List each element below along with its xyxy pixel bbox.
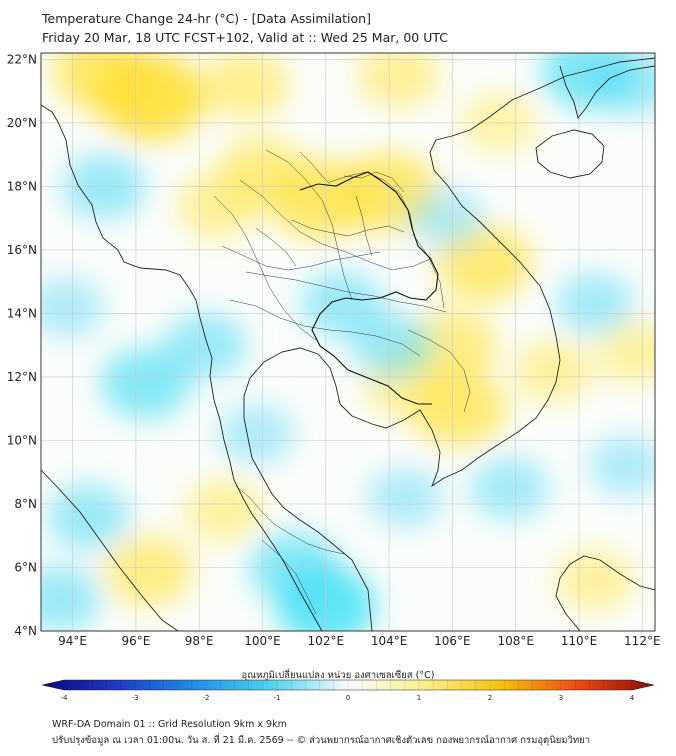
lat-tick-label: 4°N	[14, 624, 37, 638]
lat-tick-label: 20°N	[7, 116, 37, 130]
lat-tick-label: 16°N	[7, 243, 37, 257]
field-patch	[176, 172, 260, 239]
colorbar-label: อุณหภูมิเปลี่ยนแปลง หน่วย องศาเซลเซียส (…	[241, 670, 435, 681]
field-patch	[357, 53, 440, 109]
lat-tick-label: 18°N	[7, 179, 37, 193]
field-patch	[596, 319, 655, 384]
lat-tick-label: 14°N	[7, 306, 37, 320]
colorbar-tick-label: -4	[61, 694, 69, 700]
field-patch	[185, 478, 265, 542]
country-border	[299, 171, 439, 405]
field-patch	[41, 276, 105, 338]
colorbar-segments	[63, 680, 633, 690]
coastline-mainland	[41, 104, 323, 631]
lat-tick-label: 8°N	[14, 497, 37, 511]
lon-tick-label: 96°E	[121, 634, 150, 648]
colorbar: -4 -3 -2 -1 0 1 2 3 4	[41, 679, 655, 700]
chart-title: Temperature Change 24-hr (°C) - [Data As…	[42, 11, 371, 26]
latitude-labels: 22°N 20°N 18°N 16°N 14°N 12°N 10°N 8°N 6°N 4°N	[7, 52, 37, 638]
coastline-hainan	[535, 129, 605, 179]
field-patch	[103, 534, 194, 607]
coastlines	[41, 57, 655, 631]
lon-tick-label: 112°E	[624, 634, 661, 648]
field-patch	[41, 566, 102, 631]
colorbar-tick-label: 3	[559, 694, 563, 700]
field-patch	[47, 483, 130, 550]
field-patch	[218, 403, 294, 465]
colorbar-ramp	[41, 679, 655, 691]
map-frame	[40, 52, 656, 632]
colorbar-tick-label: 1	[417, 694, 421, 700]
colorbar-tick-label: -2	[203, 694, 210, 700]
lon-tick-label: 94°E	[58, 634, 87, 648]
longitude-labels: 94°E 96°E 98°E 100°E 102°E 104°E 106°E 108°E 110…	[58, 634, 660, 648]
field-patch	[555, 272, 635, 336]
field-patch	[588, 435, 655, 497]
colorbar-tick-label: 0	[346, 694, 350, 700]
colorbar-tick-label: 4	[630, 694, 635, 700]
field-patch	[514, 339, 594, 403]
coastline-leizhou	[559, 65, 655, 119]
colorbar-tick-label: -3	[132, 694, 139, 700]
lat-tick-label: 12°N	[7, 370, 37, 384]
field-patch	[54, 53, 155, 113]
lon-tick-label: 104°E	[371, 634, 408, 648]
field-patch	[591, 53, 655, 115]
field-patch	[203, 53, 290, 120]
colorbar-tick-labels: -4 -3 -2 -1 0 1 2 3 4	[61, 694, 635, 700]
coastline-sumatra	[41, 469, 179, 631]
lat-tick-label: 10°N	[7, 434, 37, 448]
lat-tick-label: 22°N	[7, 52, 37, 66]
lon-tick-label: 108°E	[497, 634, 534, 648]
field-patch	[351, 312, 434, 379]
field-patch	[469, 456, 549, 520]
field-patch	[164, 312, 247, 379]
lon-tick-label: 100°E	[244, 634, 281, 648]
coastline-gulf	[243, 57, 655, 631]
chart-subtitle: Friday 20 Mar, 18 UTC FCST+102, Valid at…	[42, 30, 448, 45]
colorbar-tick-label: -1	[274, 694, 281, 700]
footer-credit: ปรับปรุงข้อมูล ณ เวลา 01:00น. วัน ส. ที่…	[52, 735, 591, 746]
lon-tick-label: 106°E	[434, 634, 471, 648]
lon-tick-label: 102°E	[308, 634, 345, 648]
lon-tick-label: 110°E	[561, 634, 598, 648]
lat-tick-label: 6°N	[14, 561, 37, 575]
graticule	[41, 53, 655, 632]
coastline-borneo	[555, 555, 655, 631]
field-patch	[408, 187, 484, 249]
lon-tick-label: 98°E	[185, 634, 214, 648]
temperature-map: 22°N 20°N 18°N 16°N 14°N 12°N 10°N 8°N 6°N 4°N 94…	[7, 52, 661, 700]
footer-model-info: WRF-DA Domain 01 :: Grid Resolution 9km …	[52, 719, 287, 730]
field-patch	[555, 548, 635, 612]
field-patch	[300, 270, 384, 337]
colorbar-tick-label: 2	[488, 694, 492, 700]
field-patch	[100, 347, 191, 420]
field-patch	[367, 467, 443, 528]
province-borders	[213, 149, 471, 615]
